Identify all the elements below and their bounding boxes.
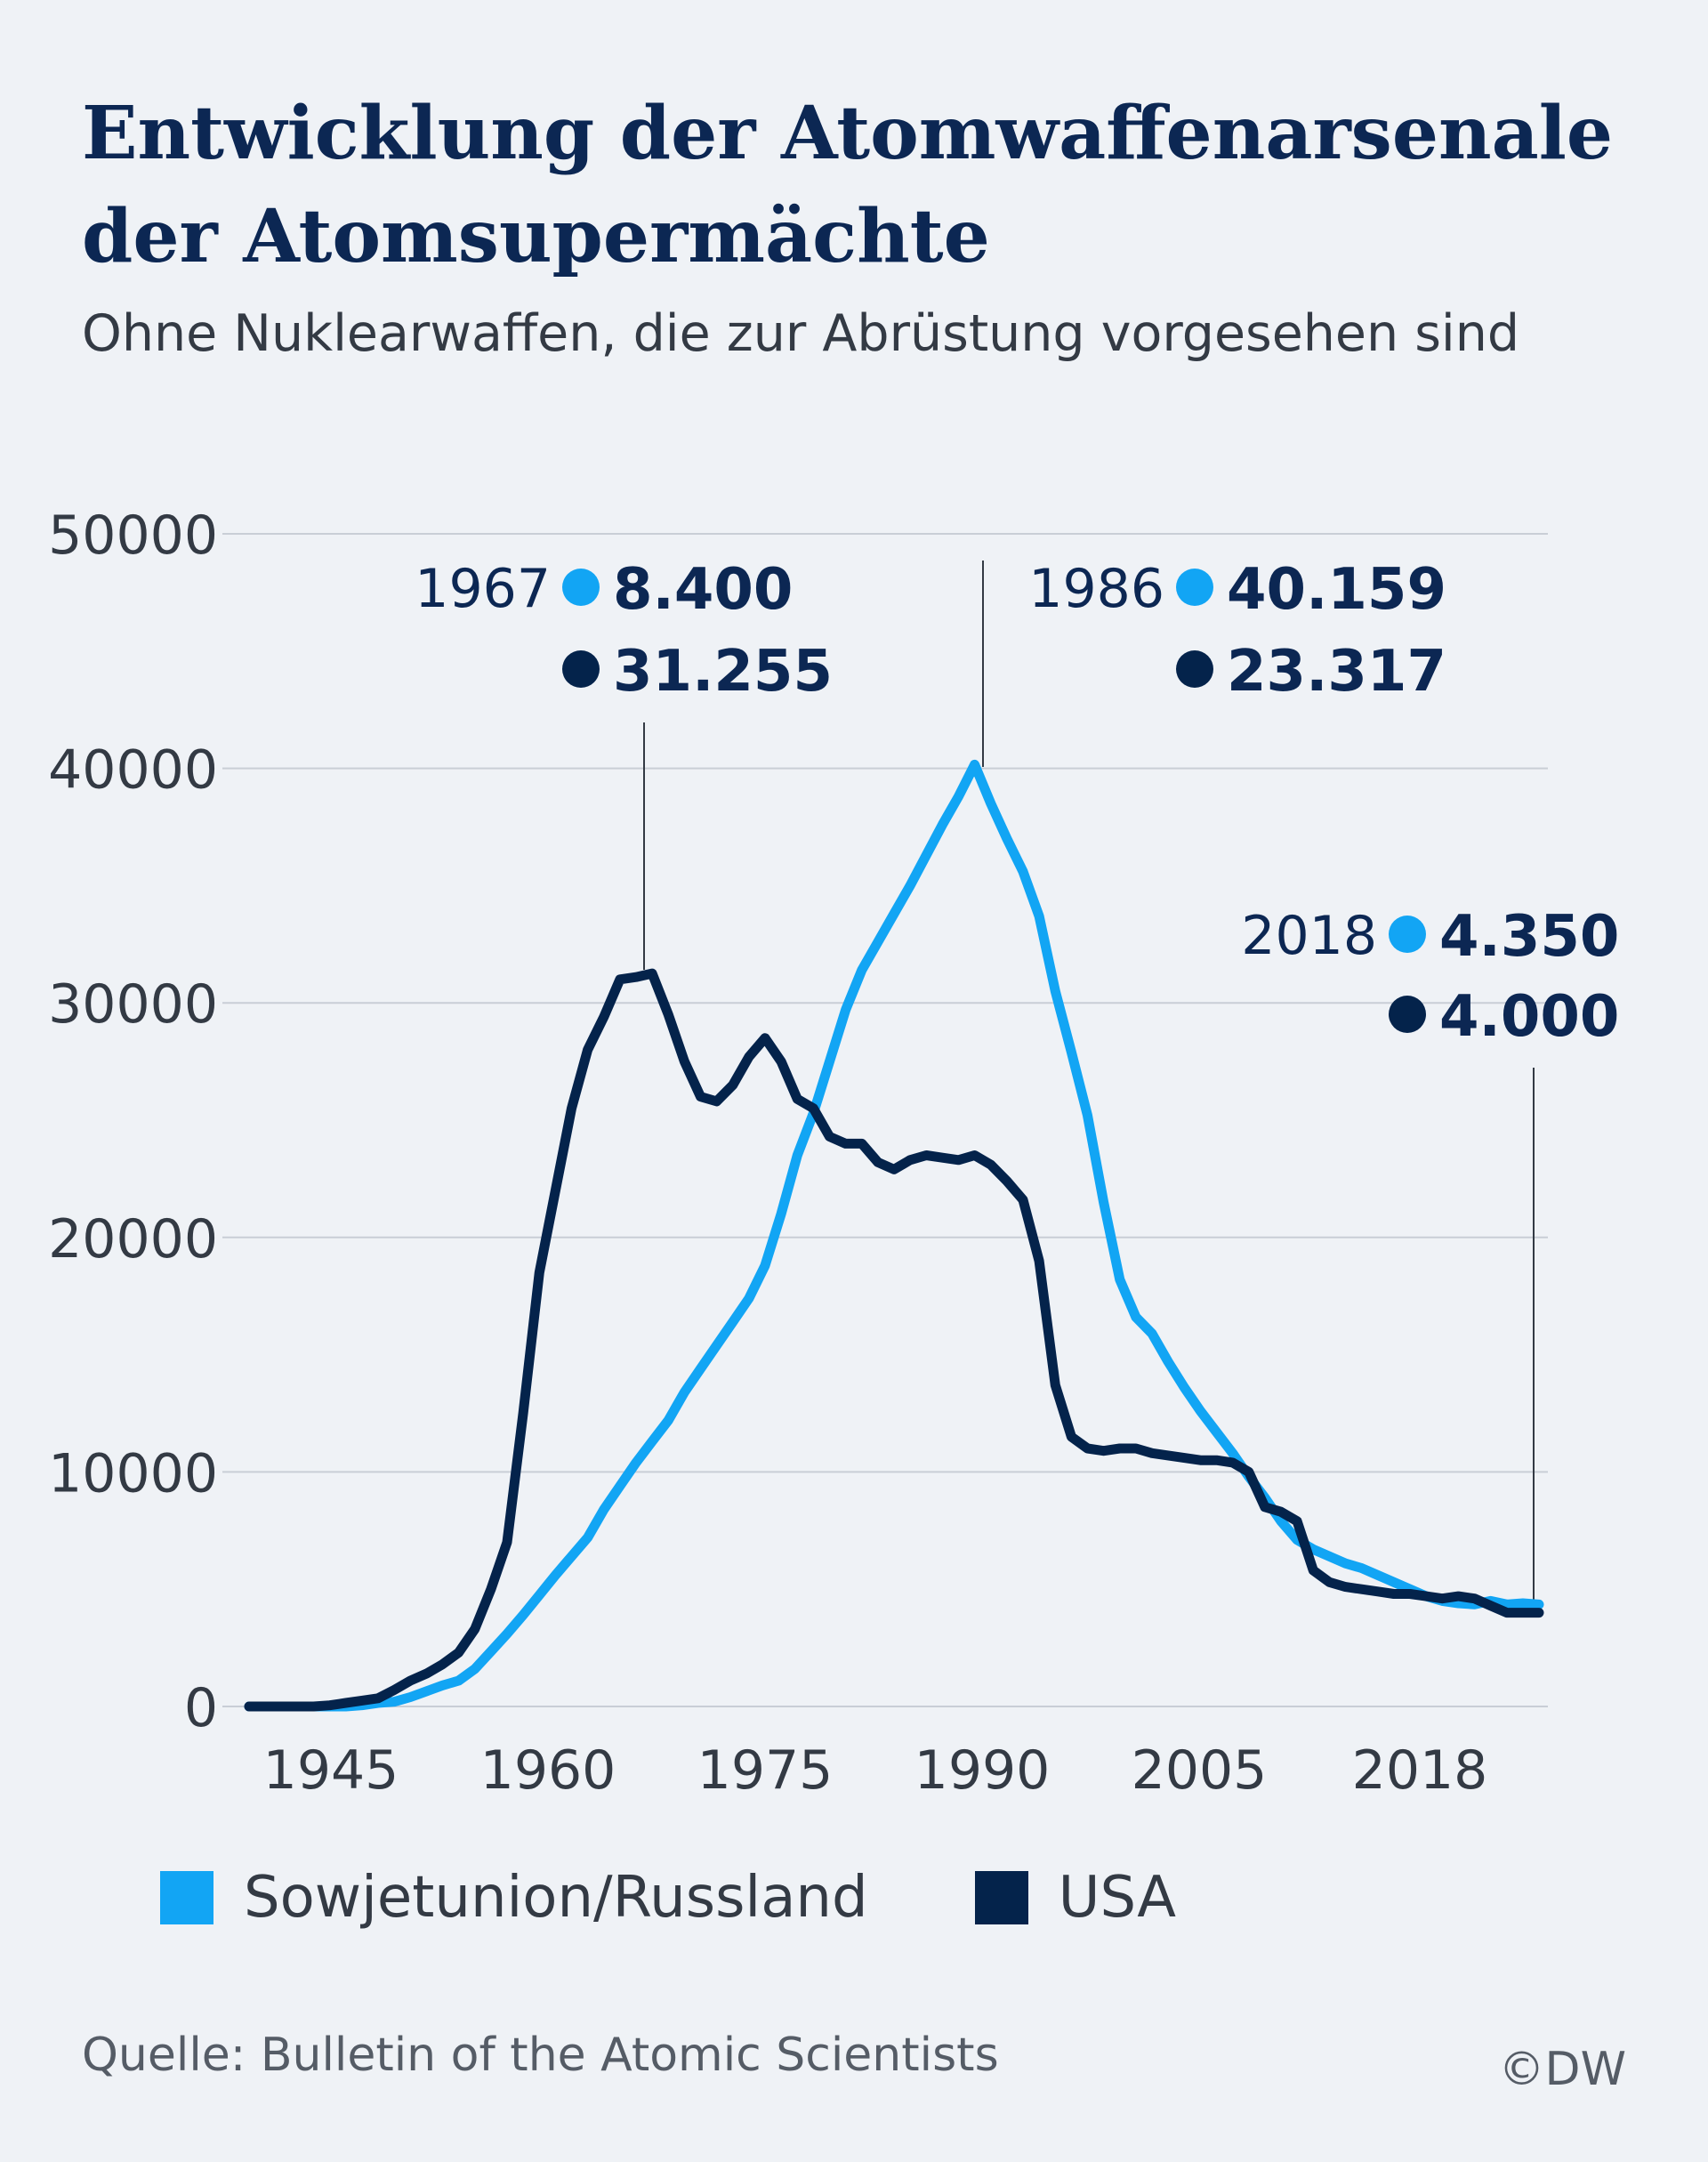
y-tick-label-10000: 10000 bbox=[48, 1442, 218, 1505]
x-tick-label-1945: 1945 bbox=[263, 1739, 399, 1802]
annotation-year-1967: 1967 bbox=[415, 558, 551, 620]
annotation-year-2018: 2018 bbox=[1241, 905, 1377, 967]
y-tick-label-50000: 50000 bbox=[48, 504, 218, 567]
series-lines bbox=[244, 759, 1544, 1712]
legend-item-usa: USA bbox=[974, 1865, 1177, 1931]
annotation-value-light-1967: 8.400 bbox=[613, 557, 793, 623]
series-line-sowjetunion bbox=[244, 759, 1544, 1712]
chart-subtitle: Ohne Nuklearwaffen, die zur Abrüstung vo… bbox=[82, 304, 1520, 363]
x-tick-label-1990: 1990 bbox=[914, 1739, 1051, 1802]
annotation-dot-light-2018 bbox=[1389, 916, 1426, 953]
chart-title-line-2: der Atomsupermächte bbox=[82, 194, 990, 279]
annotation-value-dark-2018: 4.000 bbox=[1439, 984, 1619, 1050]
annotation-dot-dark-1986 bbox=[1176, 650, 1213, 688]
annotations: 1967 8.400 31.255 1986 40.159 23.317 2018 4.350… bbox=[415, 557, 1619, 1050]
legend-label-sowjetunion: Sowjetunion/Russland bbox=[244, 1865, 868, 1931]
x-tick-label-2005: 2005 bbox=[1132, 1739, 1268, 1802]
y-tick-label-30000: 30000 bbox=[48, 973, 218, 1036]
x-tick-label-2018: 2018 bbox=[1352, 1739, 1488, 1802]
annotation-dot-dark-2018 bbox=[1389, 996, 1426, 1033]
legend-item-sowjetunion: Sowjetunion/Russland bbox=[160, 1865, 868, 1931]
x-tick-label-1960: 1960 bbox=[480, 1739, 616, 1802]
x-tick-label-1975: 1975 bbox=[697, 1739, 834, 1802]
credit: ©DW bbox=[1498, 2043, 1626, 2096]
source-note: Quelle: Bulletin of the Atomic Scientist… bbox=[82, 2029, 999, 2082]
annotation-year-1986: 1986 bbox=[1028, 558, 1164, 620]
annotation-value-light-2018: 4.350 bbox=[1439, 904, 1619, 970]
legend-swatch-usa bbox=[974, 1871, 1028, 1924]
series-line-usa bbox=[244, 968, 1544, 1712]
x-axis-ticks: 1945 1960 1975 1990 2005 2018 bbox=[263, 1739, 1488, 1802]
legend: Sowjetunion/Russland USA bbox=[160, 1865, 1283, 1931]
y-tick-label-0: 0 bbox=[184, 1677, 218, 1739]
annotation-value-dark-1986: 23.317 bbox=[1227, 639, 1446, 705]
y-tick-label-40000: 40000 bbox=[48, 739, 218, 802]
chart-title-line-1: Entwicklung der Atomwaffenarsenale bbox=[82, 91, 1614, 176]
annotation-leaders bbox=[643, 561, 1535, 1609]
y-axis-ticks: 0 10000 20000 30000 40000 50000 bbox=[48, 504, 218, 1739]
annotation-dot-dark-1967 bbox=[562, 650, 600, 688]
y-tick-label-20000: 20000 bbox=[48, 1208, 218, 1271]
annotation-dot-light-1967 bbox=[562, 569, 600, 606]
grid-lines bbox=[222, 533, 1548, 1707]
annotation-value-light-1986: 40.159 bbox=[1227, 557, 1446, 623]
annotation-value-dark-1967: 31.255 bbox=[613, 639, 833, 705]
legend-label-usa: USA bbox=[1058, 1865, 1177, 1931]
legend-swatch-sowjetunion bbox=[160, 1871, 214, 1924]
chart-title: Entwicklung der Atomwaffenarsenale der A… bbox=[82, 82, 1648, 288]
annotation-dot-light-1986 bbox=[1176, 569, 1213, 606]
